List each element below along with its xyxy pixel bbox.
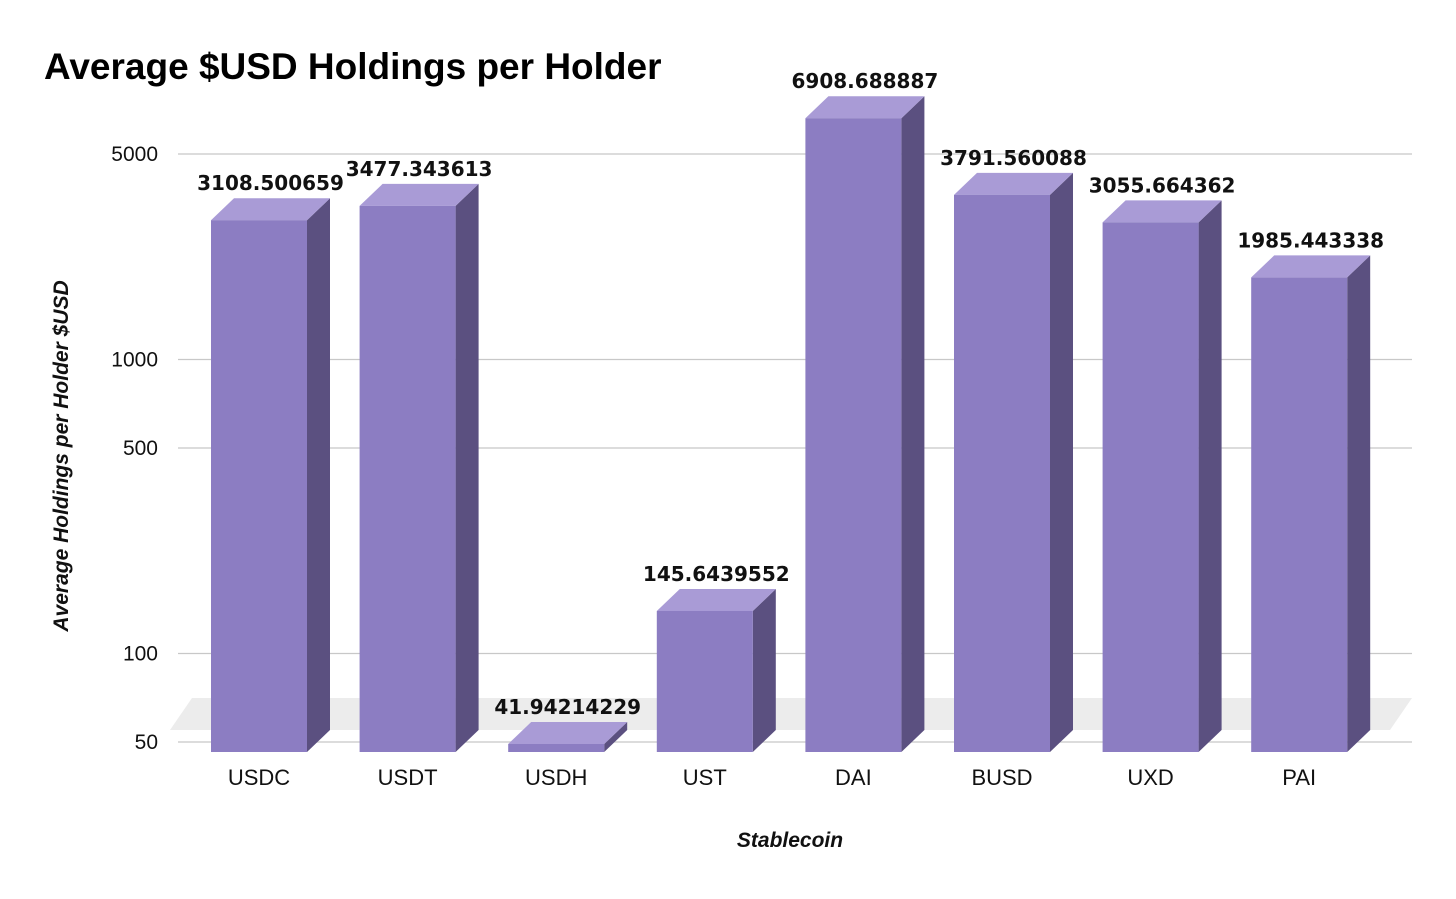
bar-usdh xyxy=(508,722,628,752)
bar-side-usdt xyxy=(455,183,479,753)
bar-front-busd xyxy=(954,194,1050,753)
y-tick-label-100: 100 xyxy=(123,643,158,666)
x-category-label-ust: UST xyxy=(683,765,727,790)
bar-side-busd xyxy=(1050,172,1073,753)
chart-title: Average $USD Holdings per Holder xyxy=(44,46,662,87)
x-category-label-usdc: USDC xyxy=(228,765,290,790)
bar-front-usdt xyxy=(359,205,456,753)
bar-uxd xyxy=(1102,200,1222,753)
bar-top-uxd xyxy=(1102,200,1222,223)
bar-top-busd xyxy=(954,172,1073,195)
bar-dai xyxy=(805,96,925,753)
bar-usdc xyxy=(211,198,330,753)
bar-front-pai xyxy=(1251,277,1348,752)
data-label-busd: 3791.560088 xyxy=(940,146,1087,170)
bar-busd xyxy=(954,172,1073,753)
bar-front-usdc xyxy=(211,220,307,753)
x-category-label-dai: DAI xyxy=(835,765,872,790)
bar-front-uxd xyxy=(1102,222,1199,753)
bar-usdt xyxy=(359,183,479,753)
bar-top-usdt xyxy=(359,183,479,206)
data-label-ust: 145.6439552 xyxy=(643,562,790,586)
x-category-labels-layer: USDC USDT USDH UST DAI BUSD UXD PAI xyxy=(228,765,1316,790)
bar-pai xyxy=(1251,255,1371,752)
y-tick-label-50: 50 xyxy=(135,731,158,754)
x-category-label-busd: BUSD xyxy=(971,765,1032,790)
data-label-pai: 1985.443338 xyxy=(1237,228,1384,252)
chart-floor-layer xyxy=(170,698,1412,730)
bar-top-pai xyxy=(1251,255,1371,278)
bar-side-dai xyxy=(901,96,925,753)
y-tick-label-500: 500 xyxy=(123,437,158,460)
bar-side-uxd xyxy=(1198,200,1222,753)
x-category-label-uxd: UXD xyxy=(1127,765,1173,790)
data-label-usdt: 3477.343613 xyxy=(346,157,493,181)
bars-layer xyxy=(211,96,1371,753)
bar-ust xyxy=(656,588,776,752)
x-category-label-pai: PAI xyxy=(1282,765,1316,790)
y-tick-labels-layer: 50 100 500 1000 5000 xyxy=(111,143,158,754)
bar-side-ust xyxy=(752,588,776,752)
data-label-usdc: 3108.500659 xyxy=(197,171,344,195)
bar-front-usdh xyxy=(508,744,605,752)
chart-floor xyxy=(170,698,1412,730)
y-tick-label-5000: 5000 xyxy=(111,143,158,166)
bar-top-usdh xyxy=(508,722,628,744)
bar-top-usdc xyxy=(211,198,330,221)
bar-front-dai xyxy=(805,118,902,753)
y-axis-title: Average Holdings per Holder $USD xyxy=(50,280,73,632)
bar-front-ust xyxy=(656,610,753,752)
x-category-label-usdt: USDT xyxy=(378,765,438,790)
bar-top-ust xyxy=(656,588,776,611)
data-label-dai: 6908.688887 xyxy=(792,69,939,93)
data-label-uxd: 3055.664362 xyxy=(1089,173,1236,197)
x-axis-title: Stablecoin xyxy=(737,829,843,852)
data-label-usdh: 41.94214229 xyxy=(494,695,641,719)
x-category-label-usdh: USDH xyxy=(525,765,587,790)
bar-side-pai xyxy=(1347,255,1371,752)
bar-side-usdc xyxy=(307,198,330,753)
bar-top-dai xyxy=(805,96,925,119)
y-tick-label-1000: 1000 xyxy=(111,349,158,372)
bar-side-usdh xyxy=(604,722,628,752)
